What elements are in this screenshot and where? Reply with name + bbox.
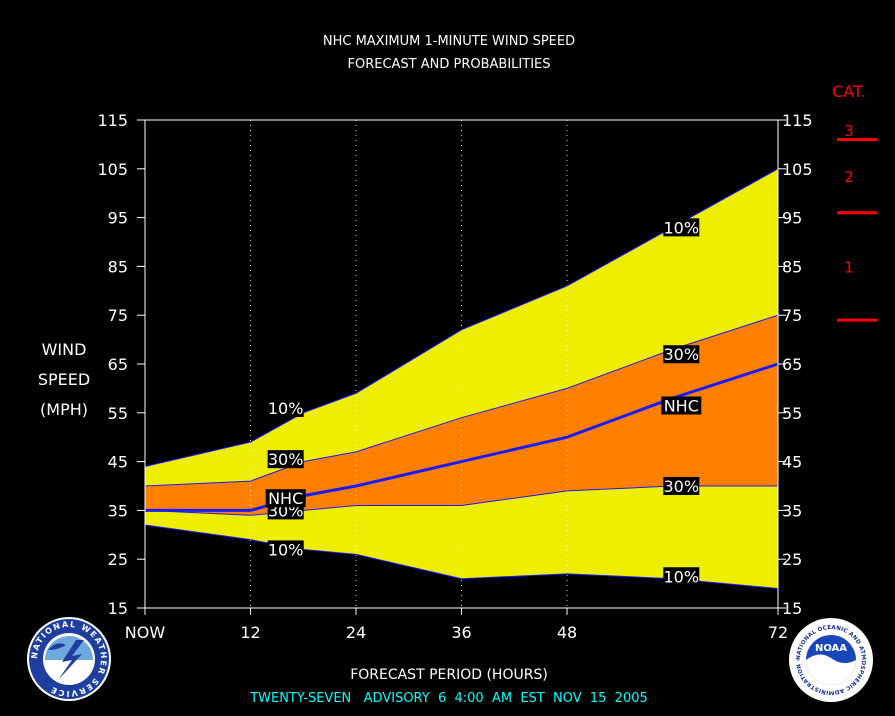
cloud-icon — [48, 643, 66, 650]
lightning-icon — [58, 640, 84, 680]
band-label-box-5 — [663, 218, 700, 237]
band-label-3: NHC — [268, 489, 303, 508]
series-line-1 — [144, 314, 779, 487]
y-tick-label-left-115: 115 — [97, 111, 128, 130]
y-tick-label-right-115: 115 — [782, 111, 813, 130]
y-tick-label-left-65: 65 — [108, 355, 128, 374]
noaa-gull-icon — [806, 654, 856, 685]
y-axis-label-line-3: (MPH) — [40, 400, 88, 419]
y-tick-label-right-65: 65 — [782, 355, 802, 374]
x-tick-label-36: 36 — [451, 623, 471, 642]
band-label-9: 10% — [664, 567, 700, 586]
noaa-logo-text: NOAA — [815, 643, 847, 654]
y-tick-label-right-35: 35 — [782, 501, 802, 520]
category-label-1: 1 — [844, 258, 854, 276]
nws-logo: NATIONAL WEATHER SERVICE — [27, 617, 111, 701]
y-tick-label-right-45: 45 — [782, 453, 802, 472]
band-label-4: 10% — [268, 540, 304, 559]
series-line-3 — [144, 485, 778, 516]
y-tick-label-left-45: 45 — [108, 453, 128, 472]
x-tick-label-24: 24 — [346, 623, 366, 642]
y-tick-label-left-35: 35 — [108, 501, 128, 520]
band-label-box-6 — [663, 345, 700, 364]
band-label-7: NHC — [664, 396, 699, 415]
advisory-footer: TWENTY-SEVEN ADVISORY 6 4:00 AM EST NOV … — [249, 691, 648, 706]
band-label-1: 30% — [268, 450, 304, 469]
chart-title: NHC MAXIMUM 1-MINUTE WIND SPEED — [323, 34, 575, 49]
y-tick-label-right-105: 105 — [782, 160, 813, 179]
series-line-4 — [144, 524, 779, 589]
band-label-box-7 — [661, 396, 702, 415]
x-tick-label-0: NOW — [125, 623, 166, 642]
y-tick-label-left-25: 25 — [108, 550, 128, 569]
band-label-box-3 — [265, 489, 306, 508]
y-tick-label-right-75: 75 — [782, 306, 802, 325]
band-label-box-9 — [663, 567, 700, 586]
band-label-8: 30% — [664, 477, 700, 496]
y-axis-label-line-2: SPEED — [38, 370, 90, 389]
category-scale: CAT. 3 2 1 — [832, 82, 877, 322]
y-tick-label-left-85: 85 — [108, 257, 128, 276]
series-line-0 — [144, 168, 779, 467]
x-tick-label-12: 12 — [240, 623, 260, 642]
y-tick-label-left-75: 75 — [108, 306, 128, 325]
y-tick-label-right-15: 15 — [782, 599, 802, 618]
band-label-box-8 — [663, 477, 700, 495]
band-label-6: 30% — [664, 345, 700, 364]
x-tick-label-48: 48 — [557, 623, 577, 642]
x-axis-label: FORECAST PERIOD (HOURS) — [350, 667, 548, 683]
series-line-2 — [145, 362, 779, 512]
category-label-2: 2 — [844, 168, 854, 186]
band-label-box-1 — [267, 450, 304, 469]
band-upper-10-30 — [145, 168, 778, 487]
y-tick-label-left-95: 95 — [108, 209, 128, 228]
chart-subtitle: FORECAST AND PROBABILITIES — [348, 57, 551, 72]
y-tick-label-left-55: 55 — [108, 404, 128, 423]
y-tick-label-right-85: 85 — [782, 257, 802, 276]
y-tick-label-right-25: 25 — [782, 550, 802, 569]
x-tick-label-72: 72 — [768, 623, 788, 642]
category-title: CAT. — [832, 82, 866, 101]
y-tick-label-left-105: 105 — [97, 160, 128, 179]
band-label-box-4 — [267, 540, 304, 559]
y-tick-label-right-55: 55 — [782, 404, 802, 423]
band-label-box-0 — [267, 398, 304, 417]
y-tick-label-left-15: 15 — [108, 599, 128, 618]
band-label-0: 10% — [268, 399, 304, 418]
y-axis-label-line-1: WIND — [42, 340, 87, 359]
category-label-3: 3 — [844, 122, 854, 140]
y-tick-label-right-95: 95 — [782, 209, 802, 228]
band-label-5: 10% — [664, 218, 700, 237]
